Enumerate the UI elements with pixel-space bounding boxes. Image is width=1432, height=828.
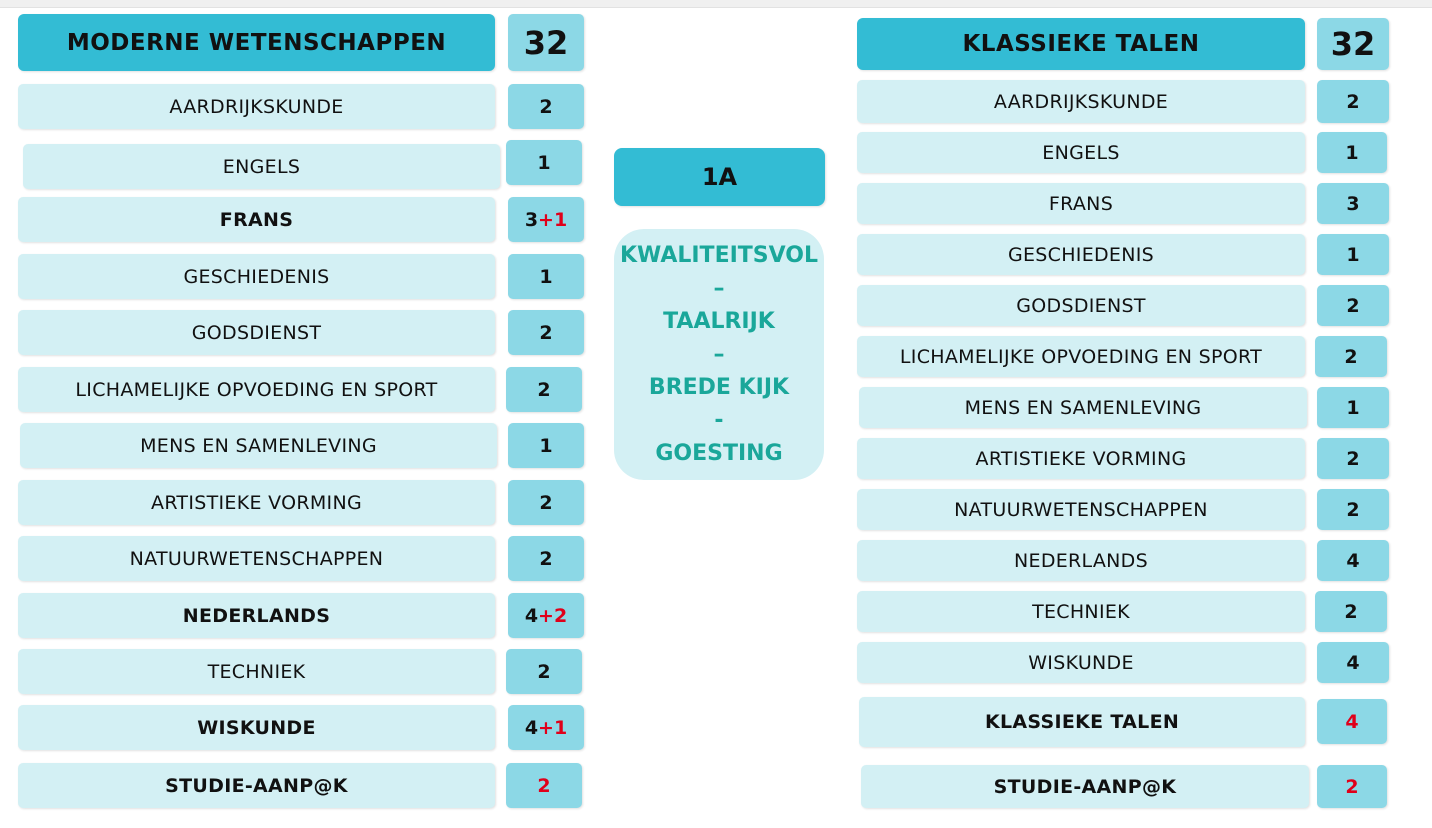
left-row-nederlands: NEDERLANDS [18,593,495,638]
motto-separator: – [713,276,725,301]
right-row-artistieke-vorming: ARTISTIEKE VORMING [857,438,1305,479]
left-total-value: 32 [523,23,569,62]
right-row-frans: FRANS [857,183,1305,224]
right-hours-godsdienst: 2 [1317,285,1389,326]
right-hours-mens-en-samenleving: 1 [1317,387,1389,428]
right-row-engels: ENGELS [857,132,1305,173]
left-row-artistieke-vorming: ARTISTIEKE VORMING [18,480,495,525]
left-row-studie-aanpak: STUDIE-AANP@K [18,763,495,808]
left-hours-wiskunde: 4 +1 [508,705,584,750]
motto-line: BREDE KIJK [648,375,790,400]
left-hours-geschiedenis: 1 [508,254,584,299]
left-hours-mens-en-samenleving: 1 [508,423,584,468]
left-row-lichamelijke-opvoeding: LICHAMELIJKE OPVOEDING EN SPORT [18,367,495,412]
class-label-text: 1A [701,163,738,191]
left-row-geschiedenis: GESCHIEDENIS [18,254,495,299]
motto-line: KWALITEITSVOL [620,243,818,268]
left-row-godsdienst: GODSDIENST [18,310,495,355]
left-row-wiskunde: WISKUNDE [18,705,495,750]
motto-line: TAALRIJK [663,309,775,334]
left-hours-nederlands: 4 +2 [508,593,584,638]
right-row-lichamelijke-opvoeding: LICHAMELIJKE OPVOEDING EN SPORT [857,336,1305,377]
motto-separator: - [714,408,724,433]
left-hours-aardrijkskunde: 2 [508,84,584,129]
right-row-nederlands: NEDERLANDS [857,540,1305,581]
left-hours-natuurwetenschappen: 2 [508,536,584,581]
right-row-studie-aanpak: STUDIE-AANP@K [861,765,1309,808]
right-row-mens-en-samenleving: MENS EN SAMENLEVING [859,387,1307,428]
right-row-wiskunde: WISKUNDE [857,642,1305,683]
left-header: MODERNE WETENSCHAPPEN [18,14,495,71]
left-row-engels: ENGELS [23,144,500,189]
left-row-frans: FRANS [18,197,495,242]
left-total: 32 [508,14,584,71]
right-hours-studie-aanpak: 2 [1317,765,1387,808]
right-row-klassieke-talen: KLASSIEKE TALEN [859,697,1305,747]
right-hours-wiskunde: 4 [1317,642,1389,683]
right-header: KLASSIEKE TALEN [857,18,1305,70]
class-label: 1A [614,148,825,206]
right-hours-techniek: 2 [1315,591,1387,632]
right-hours-nederlands: 4 [1317,540,1389,581]
left-row-mens-en-samenleving: MENS EN SAMENLEVING [20,423,497,468]
right-hours-frans: 3 [1317,183,1389,224]
left-title: MODERNE WETENSCHAPPEN [66,29,447,56]
right-hours-artistieke-vorming: 2 [1317,438,1389,479]
left-row-aardrijkskunde: AARDRIJKSKUNDE [18,84,495,129]
right-title: KLASSIEKE TALEN [962,31,1200,57]
right-hours-geschiedenis: 1 [1317,234,1389,275]
right-row-techniek: TECHNIEK [857,591,1305,632]
right-row-natuurwetenschappen: NATUURWETENSCHAPPEN [857,489,1305,530]
right-row-geschiedenis: GESCHIEDENIS [857,234,1305,275]
right-hours-aardrijkskunde: 2 [1317,80,1389,123]
right-total-value: 32 [1330,25,1376,63]
top-border [0,0,1432,8]
right-row-aardrijkskunde: AARDRIJKSKUNDE [857,80,1305,123]
right-row-godsdienst: GODSDIENST [857,285,1305,326]
motto-box: KWALITEITSVOL – TAALRIJK – BREDE KIJK - … [614,229,824,480]
right-hours-lichamelijke-opvoeding: 2 [1315,336,1387,377]
left-hours-godsdienst: 2 [508,310,584,355]
left-hours-techniek: 2 [506,649,582,694]
right-total: 32 [1317,18,1389,70]
right-hours-klassieke-talen: 4 [1317,699,1387,744]
left-hours-frans: 3 +1 [508,197,584,242]
left-hours-lichamelijke-opvoeding: 2 [506,367,582,412]
left-row-techniek: TECHNIEK [18,649,495,694]
left-hours-artistieke-vorming: 2 [508,480,584,525]
motto-line: GOESTING [655,441,783,466]
motto-separator: – [713,342,725,367]
left-hours-studie-aanpak: 2 [506,763,582,808]
right-hours-natuurwetenschappen: 2 [1317,489,1389,530]
left-hours-engels: 1 [506,140,582,185]
right-hours-engels: 1 [1317,132,1387,173]
left-row-natuurwetenschappen: NATUURWETENSCHAPPEN [18,536,495,581]
